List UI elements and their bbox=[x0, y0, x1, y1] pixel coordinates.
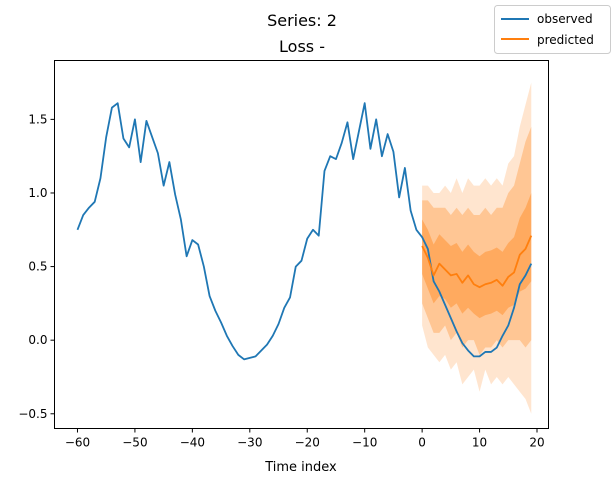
x-axis-ticks: −60 −50 −40 −30 −20 −10 0 10 20 bbox=[65, 428, 545, 450]
legend-frame bbox=[494, 5, 611, 54]
y-tick-label: 1.0 bbox=[28, 186, 47, 200]
prediction-band-middle bbox=[422, 126, 532, 355]
legend: observed predicted bbox=[494, 5, 611, 54]
x-tick-label: 20 bbox=[529, 436, 544, 450]
x-tick-label: 0 bbox=[418, 436, 426, 450]
chart-title: Loss - bbox=[279, 37, 325, 56]
prediction-band-outer bbox=[422, 82, 532, 414]
prediction-band-inner bbox=[422, 192, 532, 319]
series-line-observed bbox=[76, 102, 533, 361]
series-line-predicted bbox=[421, 235, 533, 289]
x-tick-label: −40 bbox=[180, 436, 205, 450]
x-tick-label: −30 bbox=[237, 436, 262, 450]
y-axis-ticks: −0.5 0.0 0.5 1.0 1.5 bbox=[18, 112, 55, 421]
x-axis-label: Time index bbox=[264, 460, 337, 475]
x-tick-label: 10 bbox=[472, 436, 487, 450]
x-tick-label: −20 bbox=[295, 436, 320, 450]
legend-label-predicted: predicted bbox=[537, 33, 594, 47]
x-tick-label: −60 bbox=[65, 436, 90, 450]
x-tick-label: −50 bbox=[122, 436, 147, 450]
plot-area-frame bbox=[54, 60, 549, 429]
series-lines bbox=[76, 102, 533, 361]
y-tick-label: 0.0 bbox=[28, 333, 47, 347]
legend-label-observed: observed bbox=[537, 12, 593, 26]
chart-suptitle: Series: 2 bbox=[267, 11, 337, 30]
y-tick-label: 1.5 bbox=[28, 112, 47, 126]
y-tick-label: 0.5 bbox=[28, 260, 47, 274]
y-tick-label: −0.5 bbox=[18, 407, 47, 421]
prediction-interval-bands bbox=[422, 82, 532, 414]
x-tick-label: −10 bbox=[352, 436, 377, 450]
